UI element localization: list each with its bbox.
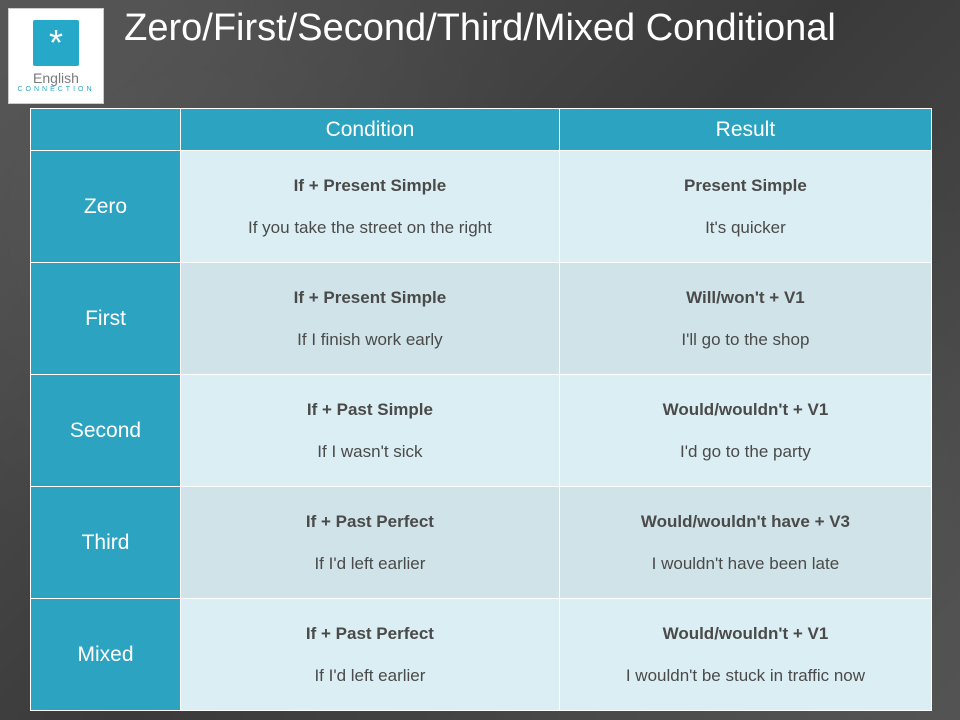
result-cell: Will/won't + V1 I'll go to the shop	[559, 263, 931, 375]
condition-example: If I'd left earlier	[189, 554, 551, 574]
condition-cell: If + Present Simple If I finish work earl…	[181, 263, 560, 375]
result-formula: Would/wouldn't + V1	[568, 400, 923, 420]
result-cell: Would/wouldn't + V1 I'd go to the party	[559, 375, 931, 487]
logo-text-top: English	[33, 70, 79, 86]
row-label: Third	[31, 487, 181, 599]
header-condition: Condition	[181, 109, 560, 151]
condition-formula: If + Past Simple	[189, 400, 551, 420]
condition-cell: If + Past Perfect If I'd left earlier	[181, 599, 560, 711]
result-formula: Would/wouldn't + V1	[568, 624, 923, 644]
page-title: Zero/First/Second/Third/Mixed Conditiona…	[0, 6, 960, 52]
result-example: I wouldn't have been late	[568, 554, 923, 574]
row-label: Second	[31, 375, 181, 487]
condition-example: If you take the street on the right	[189, 218, 551, 238]
result-formula: Present Simple	[568, 176, 923, 196]
header-corner-cell	[31, 109, 181, 151]
condition-formula: If + Present Simple	[189, 288, 551, 308]
row-label: First	[31, 263, 181, 375]
table-row: Mixed If + Past Perfect If I'd left earlie…	[31, 599, 932, 711]
logo-text-bottom: CONNECTION	[17, 86, 94, 93]
asterisk-icon: *	[33, 20, 79, 66]
logo-glyph: *	[49, 25, 63, 61]
result-example: It's quicker	[568, 218, 923, 238]
condition-example: If I finish work early	[189, 330, 551, 350]
condition-example: If I'd left earlier	[189, 666, 551, 686]
condition-formula: If + Past Perfect	[189, 512, 551, 532]
result-formula: Would/wouldn't have + V3	[568, 512, 923, 532]
result-example: I wouldn't be stuck in traffic now	[568, 666, 923, 686]
table-row: First If + Present Simple If I finish work…	[31, 263, 932, 375]
table-row: Second If + Past Simple If I wasn't sick Wo…	[31, 375, 932, 487]
conditionals-table: Condition Result ZeroIf + Present Simple…	[30, 108, 932, 711]
result-cell: Would/wouldn't + V1 I wouldn't be stuck i…	[559, 599, 931, 711]
result-cell: Would/wouldn't have + V3 I wouldn't have …	[559, 487, 931, 599]
header-result: Result	[559, 109, 931, 151]
table-header-row: Condition Result	[31, 109, 932, 151]
condition-example: If I wasn't sick	[189, 442, 551, 462]
condition-cell: If + Past Simple If I wasn't sick	[181, 375, 560, 487]
brand-logo: * English CONNECTION	[8, 8, 104, 104]
condition-formula: If + Present Simple	[189, 176, 551, 196]
result-formula: Will/won't + V1	[568, 288, 923, 308]
condition-cell: If + Present Simple If you take the stree…	[181, 151, 560, 263]
table-row: Zero If + Present Simple If you take the s…	[31, 151, 932, 263]
condition-formula: If + Past Perfect	[189, 624, 551, 644]
condition-cell: If + Past Perfect If I'd left earlier	[181, 487, 560, 599]
result-example: I'd go to the party	[568, 442, 923, 462]
row-label: Mixed	[31, 599, 181, 711]
result-example: I'll go to the shop	[568, 330, 923, 350]
result-cell: Present Simple It's quicker	[559, 151, 931, 263]
row-label: Zero	[31, 151, 181, 263]
table-row: Third If + Past Perfect If I'd left earlie…	[31, 487, 932, 599]
